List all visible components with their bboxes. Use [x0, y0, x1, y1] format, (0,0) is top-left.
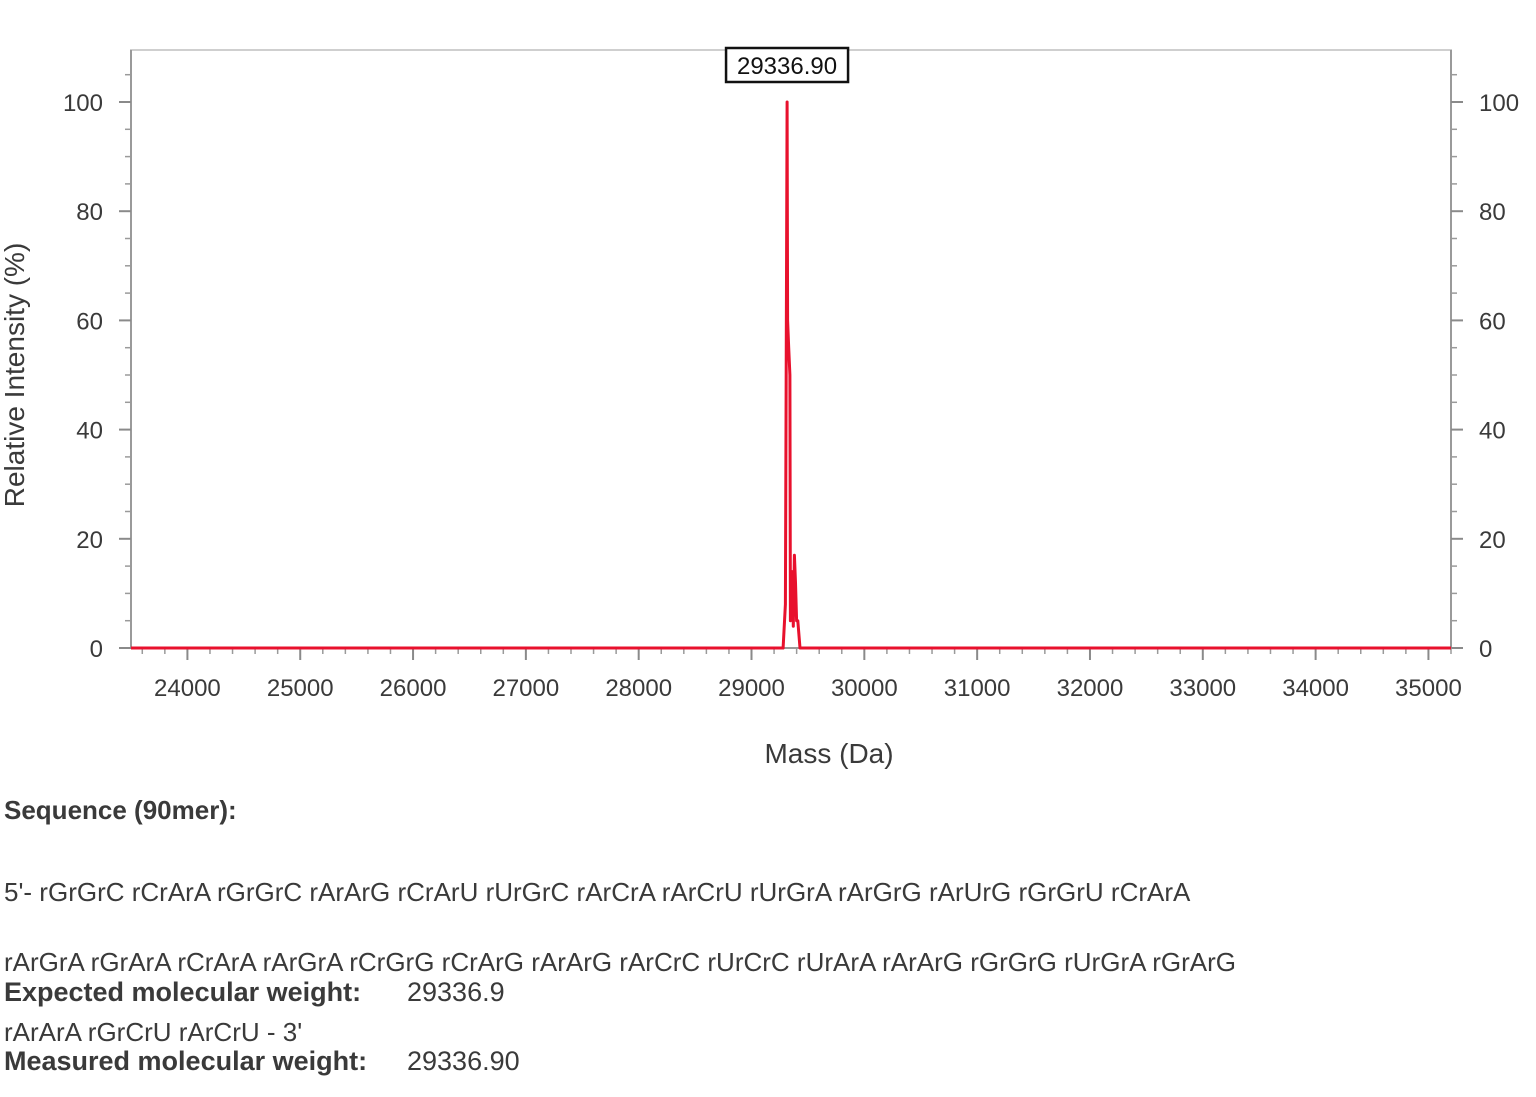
y-axis-title: Relative Intensity (%)	[0, 243, 30, 508]
sequence-line: 5'- rGrGrC rCrArA rGrGrC rArArG rCrArU r…	[4, 877, 1191, 907]
x-tick-label: 25000	[267, 675, 334, 702]
measured-weight-value: 29336.90	[407, 1046, 520, 1076]
x-tick-label: 30000	[831, 675, 898, 702]
x-axis-title: Mass (Da)	[764, 738, 893, 769]
expected-weight-row: Expected molecular weight: 29336.9	[4, 977, 505, 1008]
x-tick-label: 35000	[1395, 675, 1462, 702]
expected-weight-label: Expected molecular weight:	[4, 977, 362, 1007]
y-tick-label-left: 20	[76, 527, 103, 554]
expected-weight-value: 29336.9	[407, 977, 505, 1007]
measured-weight-row: Measured molecular weight: 29336.90	[4, 1046, 520, 1077]
sequence-heading: Sequence (90mer):	[4, 795, 237, 825]
y-tick-label-left: 80	[76, 199, 103, 226]
spectrum-line	[131, 100, 1451, 650]
y-tick-label-right: 80	[1479, 199, 1506, 226]
x-tick-label: 24000	[154, 675, 221, 702]
x-tick-label: 27000	[492, 675, 559, 702]
y-tick-label-right: 40	[1479, 418, 1506, 445]
x-tick-label: 28000	[605, 675, 672, 702]
annotations: 29336.90	[724, 46, 850, 84]
y-tick-label-right: 0	[1479, 636, 1492, 663]
x-tick-label: 26000	[380, 675, 447, 702]
y-tick-label-right: 60	[1479, 308, 1506, 335]
y-tick-label-left: 0	[90, 636, 103, 663]
x-tick-label: 34000	[1282, 675, 1349, 702]
y-tick-label-left: 60	[76, 308, 103, 335]
x-tick-label: 32000	[1057, 675, 1124, 702]
sequence-text: 5'- rGrGrC rCrArA rGrGrC rArArG rCrArU r…	[4, 840, 1524, 1085]
x-tick-label: 31000	[944, 675, 1011, 702]
y-tick-label-left: 40	[76, 418, 103, 445]
measured-weight-label: Measured molecular weight:	[4, 1046, 368, 1076]
sequence-line: rArArA rGrCrU rArCrU - 3'	[4, 1017, 303, 1047]
sequence-line: rArGrA rGrArA rCrArA rArGrA rCrGrG rCrAr…	[4, 947, 1236, 977]
mass-spectrum-chart: 0 0 20 20 40 40 60 60 80 80 100 100 24000 25000 26000 2…	[0, 46, 1519, 769]
peak-label-text: 29336.90	[737, 53, 837, 80]
y-tick-label-right: 20	[1479, 527, 1506, 554]
y-tick-label-right: 100	[1479, 90, 1519, 117]
series-group	[131, 100, 1451, 650]
x-tick-label: 29000	[718, 675, 785, 702]
peak-label-box	[724, 46, 850, 84]
x-tick-label: 33000	[1169, 675, 1236, 702]
y-tick-label-left: 100	[63, 90, 103, 117]
